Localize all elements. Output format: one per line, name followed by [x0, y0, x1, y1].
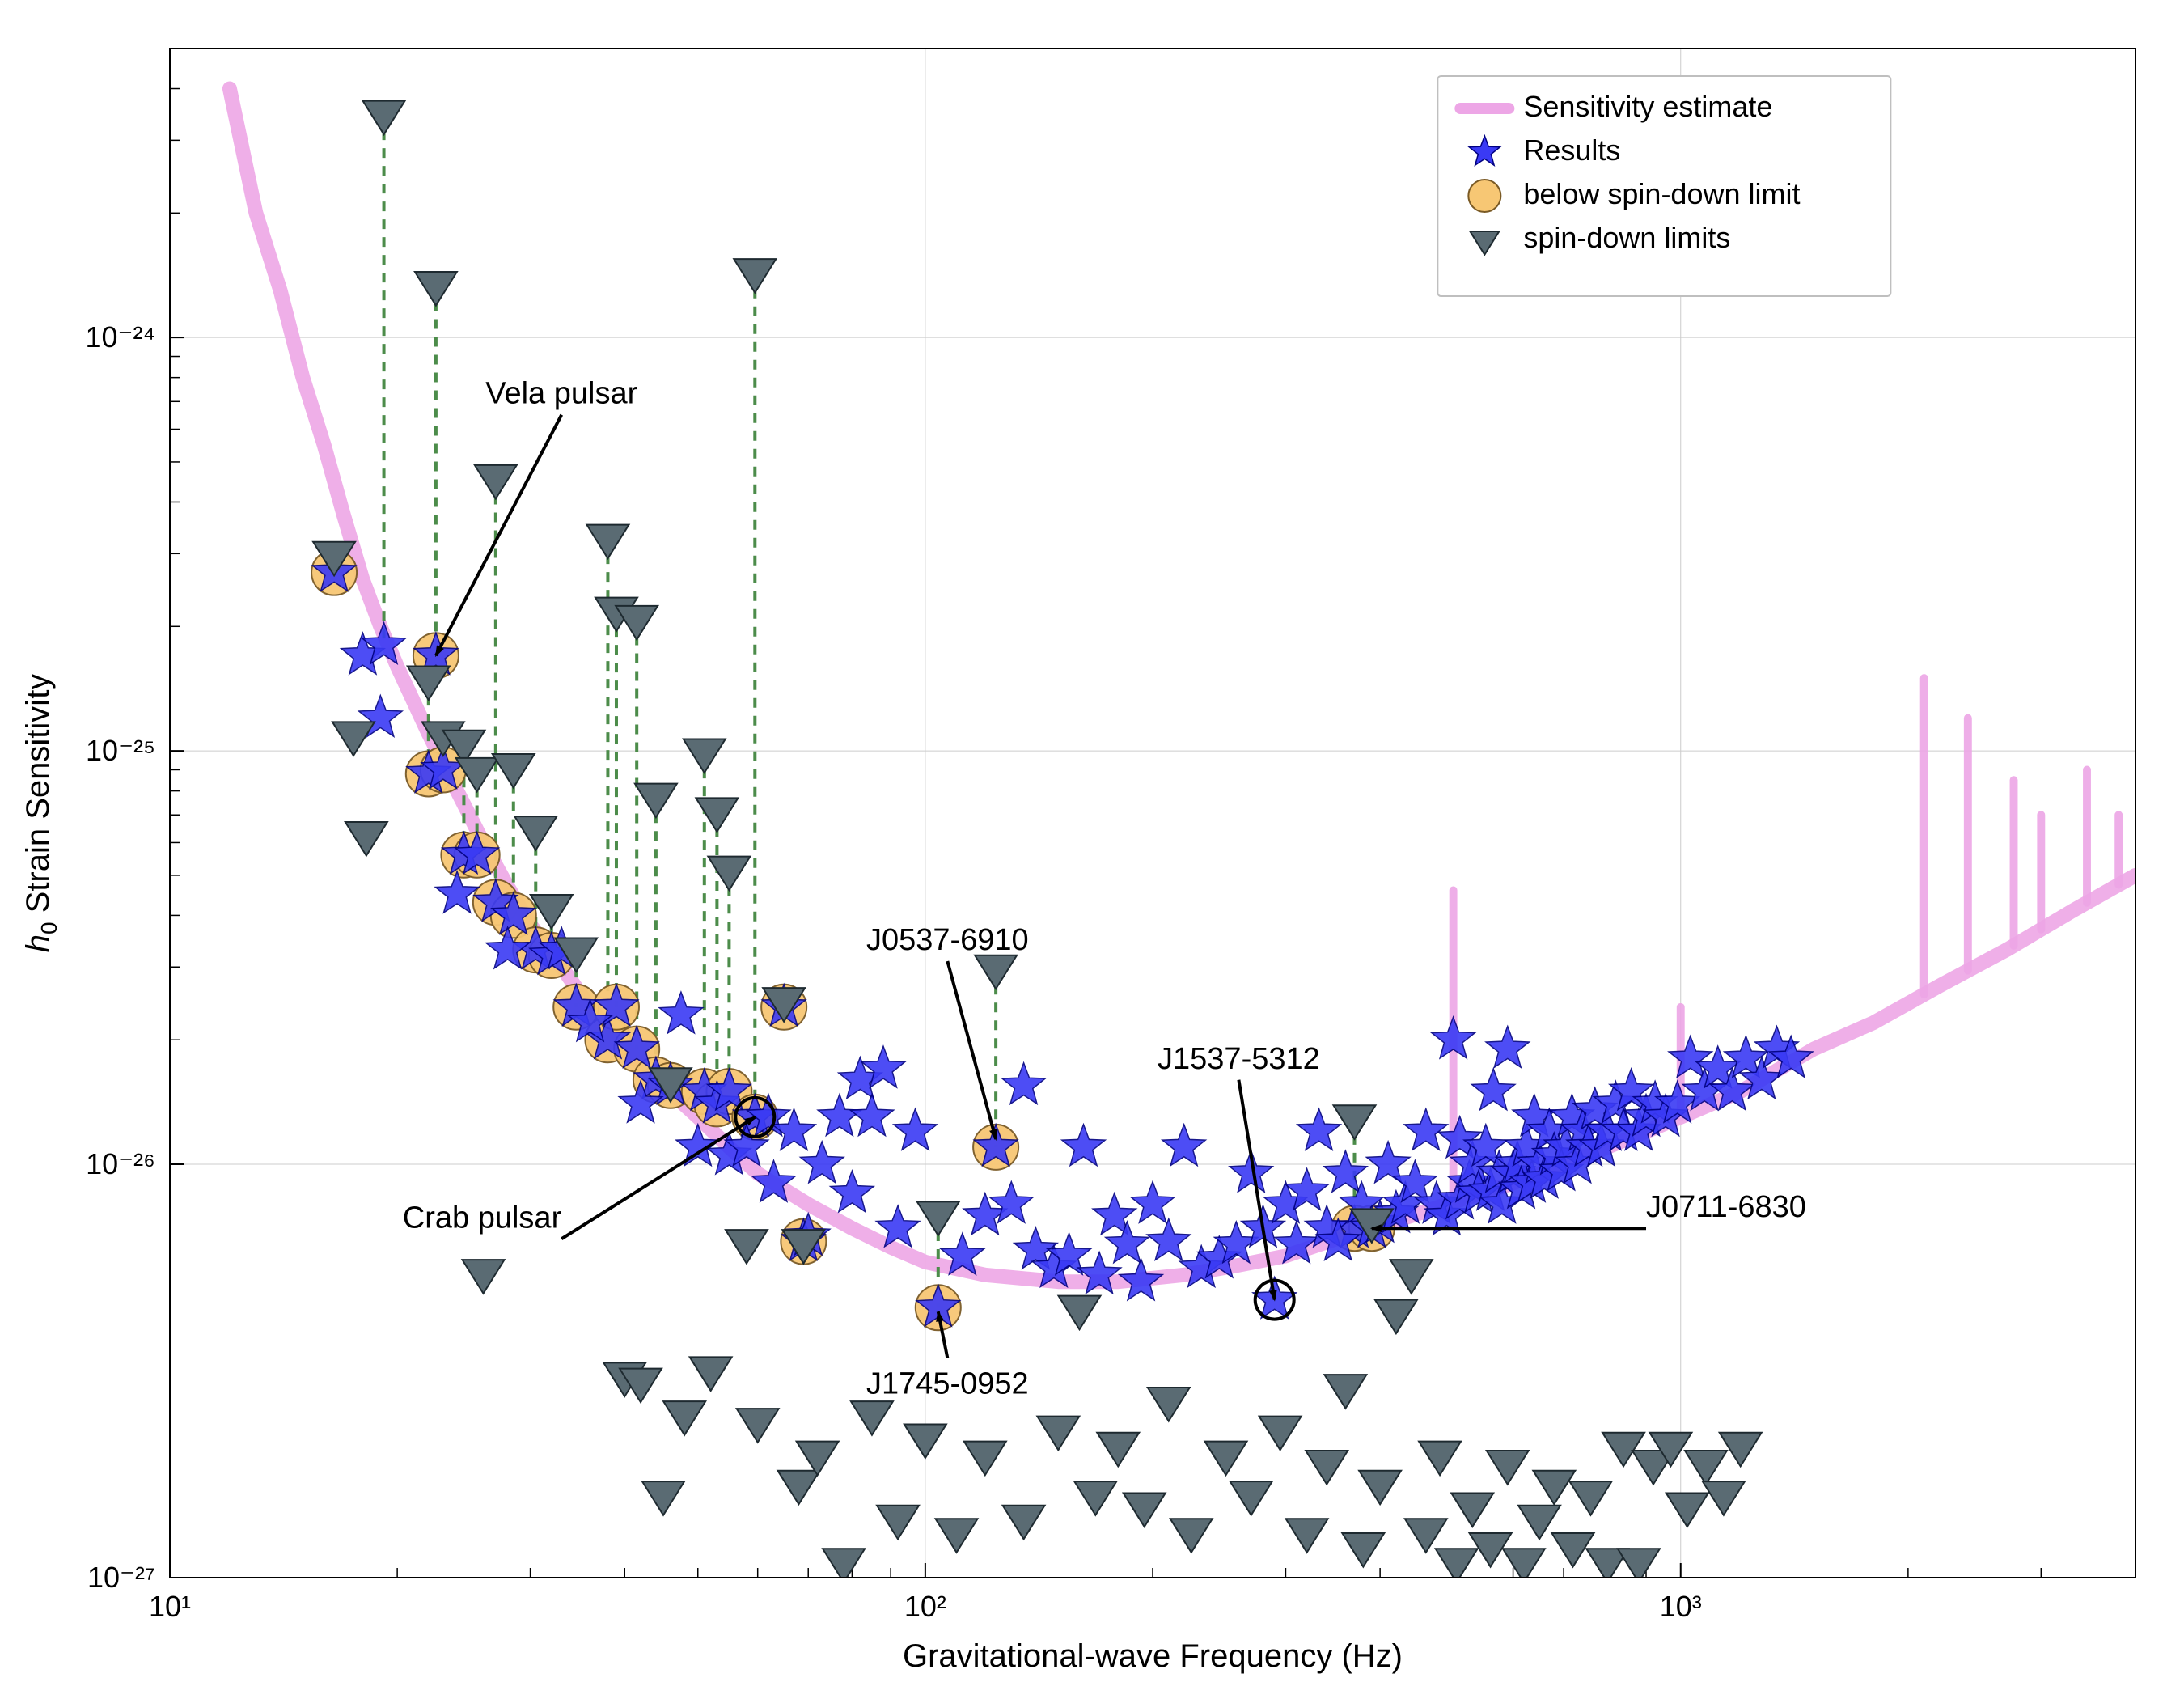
chart-svg: Vela pulsar Crab pulsar J0537-6910 J1537-53… [0, 0, 2184, 1699]
y-tick-label: 10⁻²⁶ [86, 1147, 155, 1180]
chart-container: Vela pulsar Crab pulsar J0537-6910 J1537-53… [0, 0, 2184, 1699]
sd-links [334, 112, 1372, 1307]
legend-item-label: spin-down limits [1523, 221, 1730, 254]
y-tick-label: 10⁻²⁵ [86, 734, 155, 767]
sd-triangles [313, 101, 1762, 1582]
x-axis-label: Gravitational-wave Frequency (Hz) [903, 1638, 1403, 1674]
legend-item-label: Sensitivity estimate [1523, 90, 1772, 123]
annotation-vela: Vela pulsar [485, 377, 637, 411]
y-tick-label: 10⁻²⁷ [87, 1561, 155, 1594]
annotation-j1537: J1537-5312 [1158, 1042, 1320, 1076]
x-tick-label: 10¹ [149, 1590, 191, 1623]
annotation-crab: Crab pulsar [403, 1201, 562, 1235]
x-tick-label: 10³ [1660, 1590, 1702, 1623]
annotation-j1745: J1745-0952 [866, 1366, 1029, 1400]
plot-contents [230, 89, 2135, 1582]
x-tick-label: 10² [904, 1590, 946, 1623]
legend-item-label: Results [1523, 133, 1620, 167]
annotation-j0537: J0537-6910 [866, 923, 1029, 957]
y-axis-label: h0 Strain Sensitivity [20, 674, 61, 953]
legend-item-label: below spin-down limit [1523, 177, 1800, 210]
annotation-j0711: J0711-6830 [1646, 1190, 1806, 1224]
legend: Sensitivity estimate Results below spin-do… [1437, 76, 1890, 296]
y-tick-label: 10⁻²⁴ [85, 320, 155, 354]
